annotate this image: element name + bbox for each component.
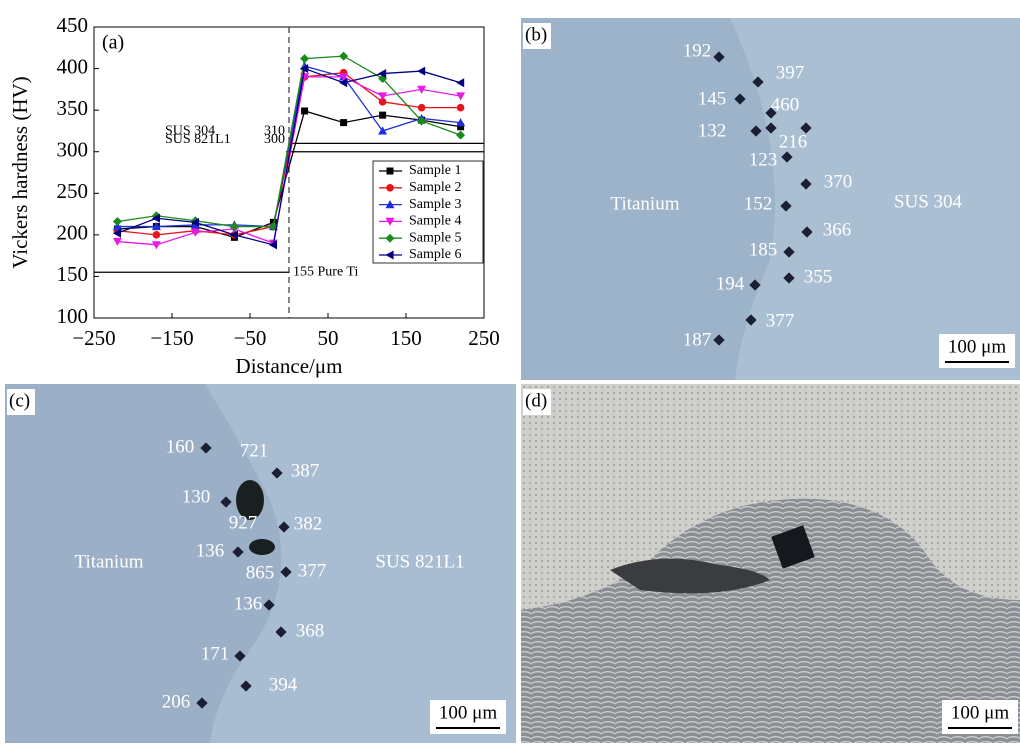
- y-tick-label: 350: [57, 96, 89, 120]
- marker: [152, 241, 161, 249]
- hardness-label: 132: [698, 120, 727, 141]
- marker: [113, 217, 122, 226]
- hardness-label: 145: [698, 88, 727, 109]
- hardness-label: 192: [683, 40, 712, 61]
- x-tick-label: −250: [72, 326, 115, 350]
- x-tick-label: −50: [234, 326, 267, 350]
- marker: [387, 168, 394, 175]
- x-tick-label: 250: [468, 326, 500, 350]
- legend-label: Sample 1: [409, 163, 462, 178]
- panel-label: (d): [525, 390, 547, 411]
- material-label: Titanium: [611, 193, 680, 214]
- hardness-label: 136: [196, 540, 225, 561]
- y-tick-label: 150: [57, 262, 89, 286]
- hardness-label: 194: [716, 273, 745, 294]
- x-tick-label: −150: [150, 326, 193, 350]
- hardness-label: 160: [166, 436, 195, 457]
- material-label: SUS 821L1: [375, 551, 464, 572]
- hardness-label: 206: [162, 691, 191, 712]
- hardness-label: 171: [201, 643, 230, 664]
- legend-label: Sample 4: [409, 214, 462, 229]
- hardness-label: 152: [744, 193, 773, 214]
- material-label: SUS 304: [894, 191, 963, 212]
- x-axis-label: Distance/μm: [236, 354, 343, 378]
- reference-name: SUS 821L1: [165, 132, 231, 147]
- hardness-label: 460: [771, 94, 800, 115]
- hardness-label: 382: [294, 513, 323, 534]
- hardness-label: 136: [234, 593, 263, 614]
- hardness-label: 377: [766, 310, 795, 331]
- scale-bar-label: 100 μm: [951, 702, 1009, 723]
- figure: 100 150 200 250 300 350 400 450 −250 −150 −50 50 150…: [0, 0, 1020, 743]
- legend-label: Sample 6: [409, 247, 462, 262]
- y-tick-label: 250: [57, 179, 89, 203]
- micrograph-d: [521, 384, 1020, 743]
- panel-label: (c): [9, 390, 30, 411]
- legend-label: Sample 3: [409, 197, 462, 212]
- marker: [456, 131, 465, 140]
- y-axis-label: Vickers hardness (HV): [8, 76, 32, 268]
- reference-value: 300: [264, 132, 285, 147]
- y-tick-label: 450: [57, 13, 89, 37]
- marker: [417, 67, 425, 76]
- marker: [340, 119, 347, 126]
- hardness-label: 355: [804, 266, 833, 287]
- marker: [301, 107, 308, 114]
- marker: [457, 104, 465, 112]
- hardness-label: 366: [823, 219, 852, 240]
- hardness-label: 368: [296, 620, 325, 641]
- legend-label: Sample 2: [409, 180, 462, 195]
- marker: [418, 104, 426, 112]
- hardness-label: 927: [229, 512, 258, 533]
- x-tick-label: 50: [318, 326, 339, 350]
- hardness-label: 721: [240, 440, 269, 461]
- marker: [153, 231, 161, 239]
- marker: [456, 92, 465, 100]
- hardness-label: 216: [779, 131, 808, 152]
- scale-bar-label: 100 μm: [439, 702, 497, 723]
- scale-bar-label: 100 μm: [948, 336, 1006, 357]
- material-label: Titanium: [75, 551, 144, 572]
- marker: [339, 52, 348, 61]
- hardness-label: 123: [749, 149, 778, 170]
- marker: [386, 184, 394, 192]
- hardness-label: 394: [269, 674, 298, 695]
- hardness-label: 397: [776, 62, 805, 83]
- hardness-label: 130: [182, 486, 211, 507]
- hardness-label: 377: [298, 560, 327, 581]
- x-tick-label: 150: [390, 326, 422, 350]
- hardness-label: 187: [683, 329, 712, 350]
- y-tick-label: 200: [57, 221, 89, 245]
- hardness-label: 185: [749, 239, 778, 260]
- marker: [456, 78, 464, 87]
- marker: [379, 112, 386, 119]
- legend-label: Sample 5: [409, 230, 462, 245]
- reference-value: 155 Pure Ti: [293, 264, 358, 279]
- y-tick-label: 400: [57, 54, 89, 78]
- hardness-label: 387: [291, 460, 320, 481]
- y-tick-label: 100: [57, 304, 89, 328]
- y-tick-label: 300: [57, 138, 89, 162]
- marker: [300, 54, 309, 63]
- hardness-label: 370: [824, 171, 853, 192]
- panel-label: (b): [525, 24, 547, 45]
- hardness-label: 865: [246, 562, 275, 583]
- panel-label: (a): [102, 32, 124, 54]
